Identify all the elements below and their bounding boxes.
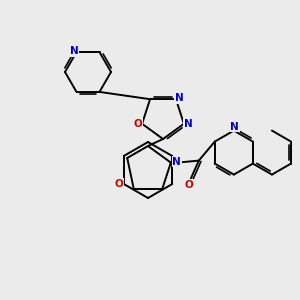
Text: O: O <box>134 119 142 129</box>
Text: O: O <box>114 179 123 189</box>
Text: N: N <box>70 46 79 56</box>
Text: O: O <box>184 180 193 190</box>
Text: N: N <box>172 157 181 166</box>
Text: N: N <box>230 122 239 132</box>
Text: N: N <box>175 93 183 103</box>
Text: N: N <box>184 119 192 129</box>
